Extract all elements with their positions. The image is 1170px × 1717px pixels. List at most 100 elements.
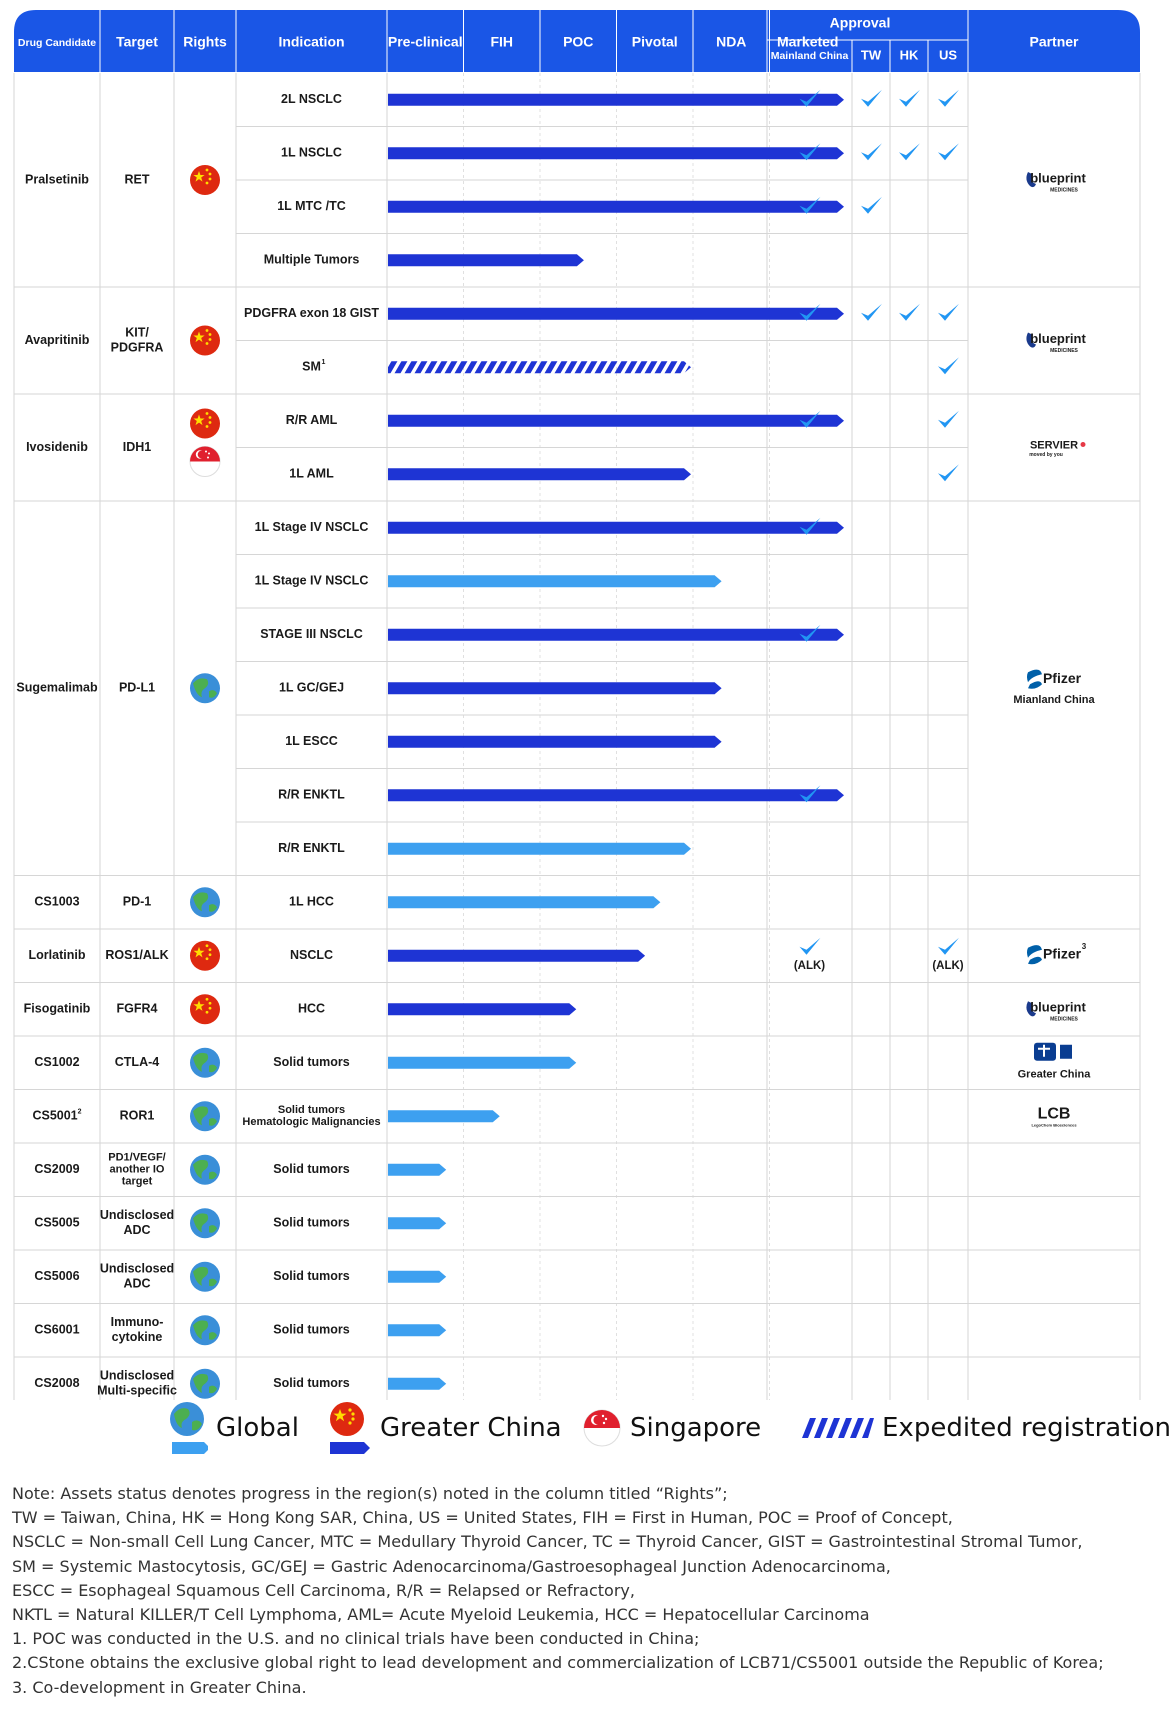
drug-target: RET bbox=[125, 172, 150, 186]
indication-name: R/R AML bbox=[286, 413, 338, 427]
pipeline-chart: Drug Candidate Target Rights Indication Pre-… bbox=[13, 10, 1141, 1400]
drug-target: IDH1 bbox=[123, 440, 152, 454]
check-icon bbox=[938, 303, 959, 321]
globe-icon bbox=[190, 1261, 220, 1292]
drug-name: Avapritinib bbox=[25, 333, 90, 347]
indication-name: STAGE III NSCLC bbox=[260, 627, 363, 641]
globe-land bbox=[209, 1118, 217, 1126]
blueprint-wordmark: blueprint bbox=[1030, 331, 1086, 346]
indication-name: Solid tumors bbox=[273, 1269, 349, 1283]
check-icon bbox=[799, 937, 821, 955]
globe-land bbox=[193, 1373, 209, 1393]
indication-name: Solid tumors bbox=[278, 1104, 345, 1116]
singapore-flag-icon bbox=[583, 1409, 621, 1447]
flag-star bbox=[208, 953, 212, 957]
indication-name: Solid tumors bbox=[273, 1323, 349, 1337]
header-stage: POC bbox=[563, 34, 593, 50]
blueprint-mark bbox=[1026, 172, 1036, 188]
indication-name: 1L HCC bbox=[289, 895, 334, 909]
footnotes: Note: Assets status denotes progress in … bbox=[12, 1482, 1162, 1700]
drug-target: FGFR4 bbox=[117, 1002, 158, 1016]
header-stage: NDA bbox=[716, 34, 746, 50]
flag-disc bbox=[190, 408, 220, 439]
legend-singapore: Singapore bbox=[582, 1408, 761, 1448]
globe-land bbox=[209, 1225, 217, 1233]
drug-target: ADC bbox=[123, 1223, 150, 1237]
check-icon bbox=[899, 143, 920, 161]
flag-star bbox=[208, 421, 212, 424]
legend-global: Global bbox=[168, 1402, 299, 1454]
legend: Global Greater China Singapore bbox=[0, 1400, 1170, 1462]
flag-star bbox=[193, 414, 205, 426]
hengrui-logo bbox=[1034, 1042, 1072, 1061]
flag-star bbox=[205, 168, 209, 172]
progress-bar bbox=[388, 414, 844, 427]
progress-bar bbox=[388, 254, 584, 267]
drug-target: Immuno- bbox=[111, 1315, 164, 1329]
globe-icon bbox=[190, 1368, 220, 1399]
indication-name: 1L NSCLC bbox=[281, 146, 342, 160]
globe-land bbox=[209, 1332, 217, 1340]
drug-target: PD-L1 bbox=[119, 681, 155, 695]
check-icon bbox=[938, 937, 959, 955]
drug-target: CTLA-4 bbox=[115, 1055, 159, 1069]
blueprint-logo: blueprint MEDICINES bbox=[1026, 170, 1086, 193]
check-icon bbox=[799, 624, 821, 642]
drug-group: Avapritinib KIT/PDGFRA blueprint MEDICINES P… bbox=[14, 303, 1140, 395]
indication-name: 1L Stage IV NSCLC bbox=[255, 574, 369, 588]
china-flag-icon bbox=[190, 408, 220, 439]
progress-bar bbox=[388, 521, 844, 534]
flag-star bbox=[208, 172, 212, 176]
globe-land bbox=[193, 1320, 209, 1340]
china-flag-icon bbox=[330, 1402, 370, 1454]
blueprint-sub: MEDICINES bbox=[1050, 348, 1078, 354]
drug-name: Lorlatinib bbox=[29, 948, 86, 962]
singapore-flag-icon bbox=[189, 446, 221, 477]
globe-land bbox=[209, 1385, 217, 1394]
lcb-sub: LegoChem Biosciences bbox=[1031, 1122, 1077, 1127]
flag-star bbox=[193, 1000, 205, 1011]
header-partner: Partner bbox=[1029, 34, 1079, 50]
note-line: TW = Taiwan, China, HK = Hong Kong SAR, … bbox=[12, 1508, 953, 1528]
check-icon bbox=[861, 303, 882, 321]
header-stage: Pivotal bbox=[632, 34, 678, 50]
header-region: US bbox=[939, 47, 957, 62]
globe-land bbox=[209, 904, 217, 912]
flag-star bbox=[193, 331, 205, 343]
drug-group: CS6001 Immuno-cytokine Solid tumors bbox=[14, 1315, 1140, 1358]
flag-star bbox=[208, 338, 212, 341]
indication-name: 2L NSCLC bbox=[281, 92, 342, 106]
flag-disc bbox=[190, 165, 220, 195]
check-icon bbox=[799, 410, 821, 428]
progress-bar bbox=[388, 1163, 447, 1176]
check-icon bbox=[799, 303, 821, 321]
blueprint-logo: blueprint MEDICINES bbox=[1026, 1000, 1086, 1023]
drug-name: CS5006 bbox=[34, 1269, 79, 1283]
servier-sub: moved by you bbox=[1029, 452, 1063, 458]
drug-target: PDGFRA bbox=[111, 340, 164, 354]
header-stage: Pre-clinical bbox=[388, 34, 463, 50]
globe-land bbox=[193, 678, 209, 698]
flag-star bbox=[208, 1006, 212, 1010]
legend-expedited: Expedited registration bbox=[800, 1408, 1170, 1448]
globe-land bbox=[193, 1266, 209, 1286]
partner-note: Greater China bbox=[1018, 1069, 1092, 1081]
expedited-hatch-icon bbox=[802, 1418, 874, 1438]
globe-icon bbox=[190, 1047, 220, 1078]
flag-star bbox=[193, 946, 205, 958]
progress-bar bbox=[388, 1003, 577, 1016]
indication-name: PDGFRA exon 18 GIST bbox=[244, 306, 379, 320]
progress-bar bbox=[388, 575, 722, 588]
globe-icon bbox=[190, 1154, 220, 1185]
indication-name: 1L MTC /TC bbox=[277, 199, 346, 213]
check-icon bbox=[899, 89, 920, 107]
china-flag-icon bbox=[190, 994, 220, 1025]
flag-star bbox=[208, 948, 212, 952]
progress-bar bbox=[388, 842, 691, 855]
header-region: TW bbox=[861, 47, 882, 62]
note-line: 1. POC was conducted in the U.S. and no … bbox=[12, 1629, 700, 1649]
pfizer-logo: Pfizer bbox=[1027, 945, 1082, 965]
